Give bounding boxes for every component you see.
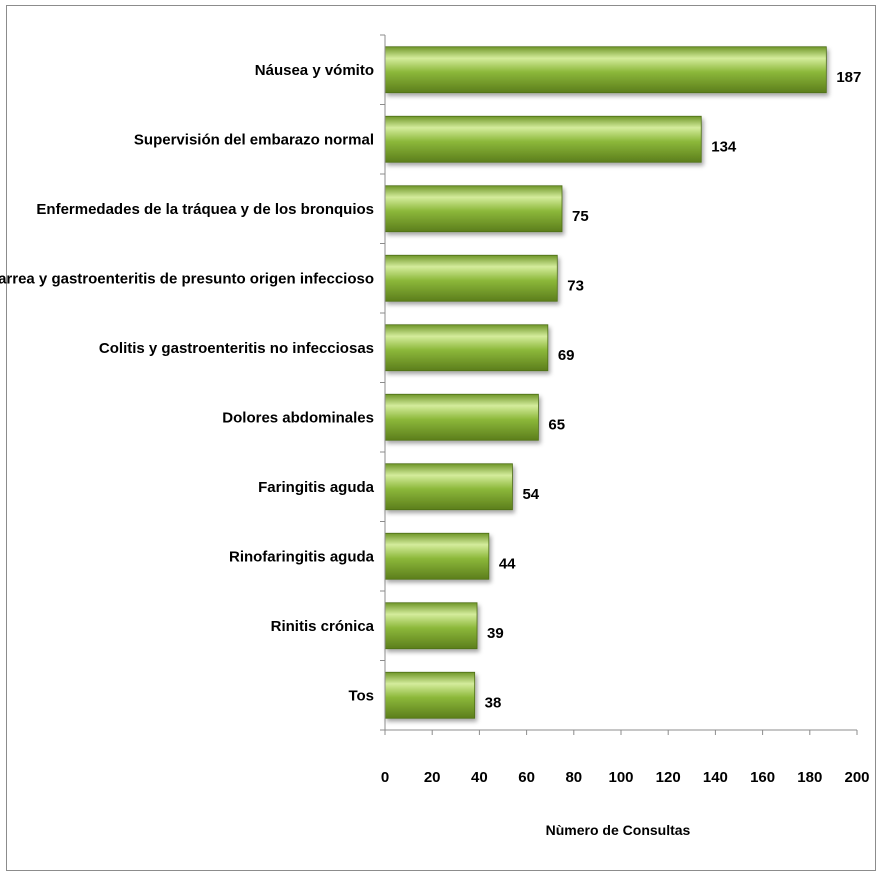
- x-tick-label: 200: [844, 769, 869, 786]
- data-label: 69: [558, 347, 575, 364]
- data-label: 38: [485, 694, 502, 711]
- bar: [384, 602, 478, 650]
- bar: [384, 324, 549, 372]
- x-axis-title: Nùmero de Consultas: [546, 822, 691, 838]
- category-label: Supervisión del embarazo normal: [134, 131, 374, 148]
- x-tick-label: 80: [565, 769, 582, 786]
- x-tick-label: 0: [381, 769, 389, 786]
- bar: [384, 254, 558, 302]
- data-label: 39: [487, 625, 504, 642]
- data-label: 54: [522, 486, 539, 503]
- bar: [384, 463, 513, 511]
- x-tick-label: 120: [656, 769, 681, 786]
- category-label: Tos: [348, 687, 374, 704]
- category-label: Dolores abdominales: [222, 409, 374, 426]
- x-tick-label: 140: [703, 769, 728, 786]
- bar: [384, 671, 476, 719]
- x-axis: 0 20 40 60 80 100 120 140 160 180 200: [380, 34, 870, 786]
- data-label: 134: [711, 138, 737, 155]
- category-label: Diarrea y gastroenteritis de presunto or…: [0, 270, 374, 287]
- category-label: Náusea y vómito: [255, 62, 374, 79]
- bar: [384, 532, 490, 580]
- bars-layer: Náusea y vómito 187 Supervisión del embara…: [0, 46, 861, 719]
- x-tick-label: 20: [424, 769, 441, 786]
- x-tick-label: 60: [518, 769, 535, 786]
- x-tick-label: 160: [750, 769, 775, 786]
- category-label: Colitis y gastroenteritis no infecciosas: [99, 340, 374, 357]
- category-label: Rinitis crónica: [271, 618, 375, 635]
- x-tick-label: 100: [608, 769, 633, 786]
- data-label: 75: [572, 208, 589, 225]
- data-label: 65: [548, 416, 565, 433]
- bar: [384, 115, 702, 163]
- bar: [384, 393, 539, 441]
- data-label: 73: [567, 277, 584, 294]
- category-label: Faringitis aguda: [258, 479, 375, 496]
- data-label: 187: [836, 69, 861, 86]
- category-label: Enfermedades de la tráquea y de los bron…: [36, 201, 374, 218]
- bar: [384, 185, 563, 233]
- x-tick-label: 180: [797, 769, 822, 786]
- x-tick-label: 40: [471, 769, 488, 786]
- data-label: 44: [499, 555, 516, 572]
- category-label: Rinofaringitis aguda: [229, 548, 375, 565]
- bar: [384, 46, 827, 94]
